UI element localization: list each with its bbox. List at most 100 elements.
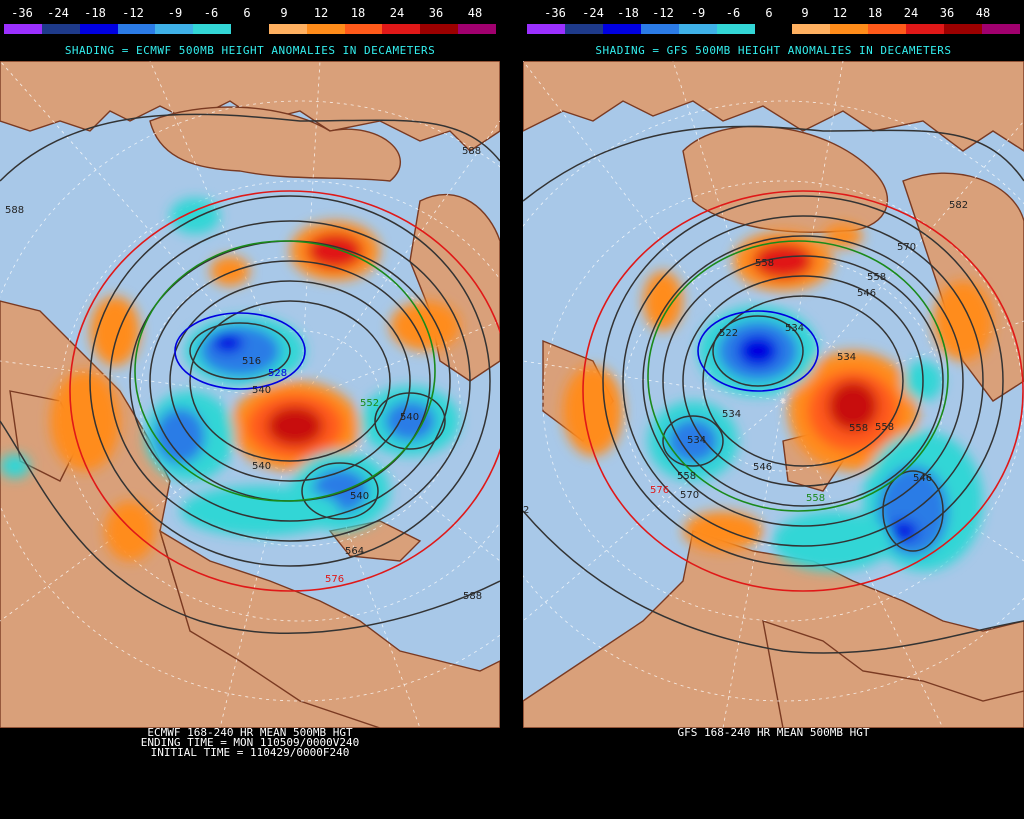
scale-swatch — [193, 24, 232, 34]
contour-label: 588 — [462, 146, 481, 157]
contour-label: 534 — [687, 435, 706, 446]
footer-line: INITIAL TIME = 110429/0000F240 — [150, 746, 350, 759]
scale-swatch — [982, 24, 1020, 34]
scale-label: -24 — [47, 6, 69, 20]
scale-swatch — [944, 24, 983, 34]
scale-swatch — [231, 24, 269, 34]
ecmwf-panel: -36 -24 -18 -12 -9 -6 6 9 12 18 24 36 48… — [0, 0, 500, 819]
scale-label: -12 — [122, 6, 144, 20]
contour-label: 540 — [400, 412, 419, 423]
gfs-panel: -36 -24 -18 -12 -9 -6 6 9 12 18 24 36 48… — [523, 0, 1024, 819]
scale-label: 12 — [313, 6, 329, 20]
height-contours — [523, 125, 1024, 654]
scale-label: 24 — [389, 6, 405, 20]
scale-label: -6 — [203, 6, 219, 20]
contour-label: 558 — [806, 493, 825, 504]
contour-label: 528 — [268, 368, 287, 379]
contour-label: 546 — [753, 462, 772, 473]
highlight-contours — [69, 190, 500, 592]
panel-footer: ECMWF 168-240 HR MEAN 500MB HGT ENDING T… — [0, 726, 500, 759]
color-scale-labels: -36 -24 -18 -12 -9 -6 6 9 12 18 24 36 48 — [0, 6, 500, 22]
scale-label: 24 — [903, 6, 919, 20]
highlight-contours — [582, 190, 1024, 592]
scale-swatch — [754, 24, 793, 34]
contour-label: 534 — [722, 409, 741, 420]
scale-label: -9 — [690, 6, 706, 20]
scale-label: -9 — [167, 6, 183, 20]
scale-swatch — [306, 24, 345, 34]
contour-label: 582 — [949, 200, 968, 211]
contour-label: 570 — [680, 490, 699, 501]
scale-label: 48 — [467, 6, 483, 20]
scale-label: -18 — [84, 6, 106, 20]
scale-swatch — [155, 24, 194, 34]
scale-swatch — [792, 24, 831, 34]
gfs-map-svg: 582 570 558 546 558 534 522 534 534 534 … — [523, 61, 1024, 728]
color-scale-labels: -36 -24 -18 -12 -9 -6 6 9 12 18 24 36 48 — [523, 6, 1024, 22]
scale-label: -36 — [544, 6, 566, 20]
contour-label: 516 — [242, 356, 261, 367]
scale-label: -12 — [652, 6, 674, 20]
footer-line: ENDING TIME = MON 110509/0000V240 — [140, 736, 360, 749]
contour-label: 534 — [785, 323, 804, 334]
contour-labels: 582 570 558 546 558 534 522 534 534 534 … — [523, 200, 968, 516]
contour-label: 576 — [325, 574, 344, 585]
contour-label: 570 — [897, 242, 916, 253]
scale-label: 36 — [428, 6, 444, 20]
contour-label: 552 — [360, 398, 379, 409]
scale-label: -6 — [725, 6, 741, 20]
scale-swatch — [41, 24, 80, 34]
scale-swatch — [564, 24, 603, 34]
contour-label: 558 — [867, 272, 886, 283]
contour-label: 558 — [755, 258, 774, 269]
contour-label: 588 — [463, 591, 482, 602]
contour-label: 564 — [345, 546, 364, 557]
contour-label: 540 — [252, 385, 271, 396]
scale-label: 12 — [832, 6, 848, 20]
scale-label: 18 — [350, 6, 366, 20]
scale-label: 36 — [939, 6, 955, 20]
scale-label: 6 — [243, 6, 251, 20]
contour-label: 546 — [913, 473, 932, 484]
contour-label: 540 — [350, 491, 369, 502]
scale-swatch — [268, 24, 307, 34]
scale-label: -36 — [11, 6, 33, 20]
contour-labels: 588 588 516 528 540 540 552 540 540 564 … — [5, 146, 482, 602]
ecmwf-map-svg: 588 588 516 528 540 540 552 540 540 564 … — [0, 61, 500, 728]
color-scale-bar — [4, 24, 496, 34]
scale-label: 9 — [801, 6, 809, 20]
scale-label: 9 — [280, 6, 288, 20]
scale-swatch — [716, 24, 755, 34]
contour-label: 2 — [523, 505, 529, 516]
shading-title: SHADING = ECMWF 500MB HEIGHT ANOMALIES I… — [64, 44, 436, 57]
contour-label: 522 — [719, 328, 738, 339]
panel-divider — [500, 0, 523, 819]
scale-swatch — [117, 24, 156, 34]
scale-swatch — [527, 24, 565, 34]
scale-label: -24 — [582, 6, 604, 20]
color-scale-bar — [527, 24, 1020, 34]
scale-swatch — [458, 24, 496, 34]
scale-swatch — [678, 24, 717, 34]
contour-label: 558 — [849, 423, 868, 434]
scale-swatch — [830, 24, 869, 34]
scale-label: 48 — [975, 6, 991, 20]
contour-label: 558 — [875, 422, 894, 433]
ecmwf-map: 588 588 516 528 540 540 552 540 540 564 … — [0, 61, 500, 728]
gfs-map: 582 570 558 546 558 534 522 534 534 534 … — [523, 61, 1024, 728]
scale-swatch — [420, 24, 459, 34]
footer-line: ECMWF 168-240 HR MEAN 500MB HGT — [147, 726, 353, 739]
scale-label: 18 — [867, 6, 883, 20]
contour-label: 558 — [677, 471, 696, 482]
contour-label: 546 — [857, 288, 876, 299]
scale-label: 6 — [765, 6, 773, 20]
panel-footer: GFS 168-240 HR MEAN 500MB HGT — [523, 727, 1024, 738]
contour-label: 588 — [5, 205, 24, 216]
scale-swatch — [382, 24, 421, 34]
contour-label: 540 — [252, 461, 271, 472]
scale-swatch — [640, 24, 679, 34]
scale-swatch — [4, 24, 42, 34]
scale-swatch — [344, 24, 383, 34]
scale-swatch — [868, 24, 907, 34]
contour-label: 534 — [837, 352, 856, 363]
